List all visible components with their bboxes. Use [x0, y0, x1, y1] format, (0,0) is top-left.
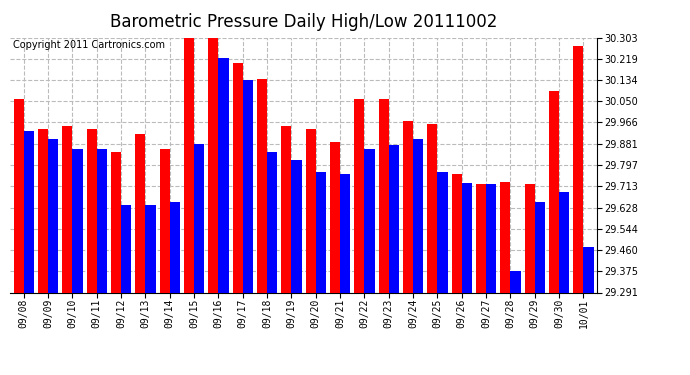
Bar [97, 149, 107, 292]
Bar [451, 174, 462, 292]
Bar [354, 99, 364, 292]
Bar [549, 91, 559, 292]
Bar [500, 182, 511, 292]
Bar [584, 248, 593, 292]
Bar [330, 142, 340, 292]
Bar [194, 144, 204, 292]
Bar [340, 174, 351, 292]
Bar [364, 149, 375, 292]
Bar [233, 63, 243, 292]
Bar [437, 172, 448, 292]
Bar [159, 149, 170, 292]
Bar [38, 129, 48, 292]
Bar [146, 204, 156, 292]
Bar [306, 129, 316, 292]
Bar [48, 139, 58, 292]
Bar [135, 134, 146, 292]
Bar [427, 124, 437, 292]
Bar [413, 139, 424, 292]
Bar [121, 204, 131, 292]
Bar [86, 129, 97, 292]
Bar [267, 152, 277, 292]
Bar [462, 183, 472, 292]
Bar [535, 202, 545, 292]
Bar [282, 126, 291, 292]
Text: Copyright 2011 Cartronics.com: Copyright 2011 Cartronics.com [13, 40, 166, 50]
Bar [511, 272, 521, 292]
Bar [573, 46, 584, 292]
Bar [291, 160, 302, 292]
Bar [476, 184, 486, 292]
Bar [243, 80, 253, 292]
Text: Barometric Pressure Daily High/Low 20111002: Barometric Pressure Daily High/Low 20111… [110, 13, 497, 31]
Bar [111, 152, 121, 292]
Bar [170, 202, 180, 292]
Bar [219, 58, 228, 292]
Bar [524, 184, 535, 292]
Bar [316, 172, 326, 292]
Bar [72, 149, 83, 292]
Bar [403, 122, 413, 292]
Bar [184, 38, 194, 292]
Bar [559, 192, 569, 292]
Bar [208, 38, 219, 292]
Bar [14, 99, 23, 292]
Bar [486, 184, 496, 292]
Bar [379, 99, 388, 292]
Bar [23, 132, 34, 292]
Bar [62, 126, 72, 292]
Bar [388, 146, 399, 292]
Bar [257, 79, 267, 292]
